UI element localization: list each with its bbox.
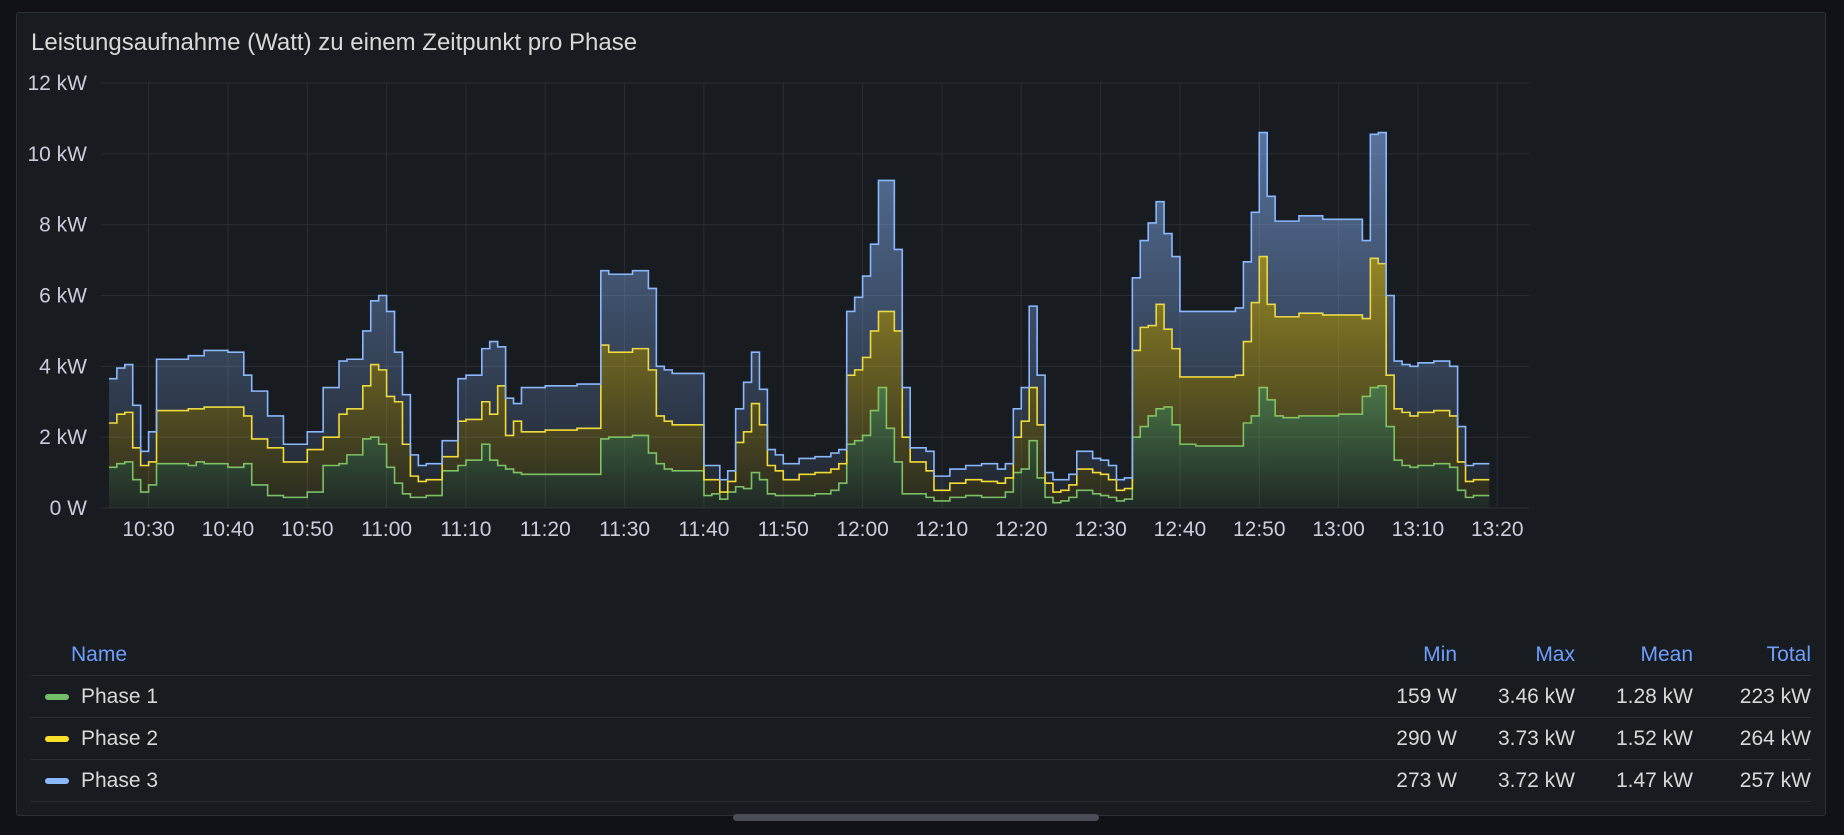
y-tick-label: 2 kW bbox=[39, 426, 87, 449]
series-color-swatch bbox=[45, 777, 69, 784]
y-tick-label: 4 kW bbox=[39, 355, 87, 378]
legend-row[interactable]: Phase 2 290 W 3.73 kW 1.52 kW 264 kW bbox=[31, 717, 1811, 759]
legend-label: Phase 1 bbox=[81, 684, 159, 708]
y-tick-label: 8 kW bbox=[39, 214, 87, 237]
legend-min-value: 159 W bbox=[1396, 684, 1457, 708]
x-tick-label: 11:30 bbox=[599, 518, 650, 541]
y-tick-label: 10 kW bbox=[27, 143, 87, 166]
stacked-area-chart[interactable]: 0 W 2 kW 4 kW 6 kW 8 kW 10 kW 12 kW 10:30 10:40 1… bbox=[17, 13, 1827, 633]
series-area-phase-3 bbox=[108, 132, 1490, 493]
legend-header-mean[interactable]: Mean bbox=[1640, 643, 1693, 666]
legend-max-value: 3.46 kW bbox=[1497, 684, 1575, 708]
series-area-phase-1 bbox=[108, 385, 1490, 508]
x-tick-label: 12:30 bbox=[1074, 518, 1127, 541]
legend-series-name: Phase 3 bbox=[31, 769, 1347, 793]
series-color-swatch bbox=[45, 735, 69, 742]
legend-series-name: Phase 2 bbox=[31, 727, 1347, 751]
x-tick-label: 13:10 bbox=[1392, 518, 1445, 541]
timeseries-panel: Leistungsaufnahme (Watt) zu einem Zeitpu… bbox=[16, 12, 1827, 821]
x-tick-label: 12:40 bbox=[1154, 518, 1207, 541]
legend-total-value: 264 kW bbox=[1739, 726, 1811, 750]
legend-max-value: 3.73 kW bbox=[1497, 726, 1575, 750]
legend-min-value: 290 W bbox=[1396, 726, 1457, 750]
legend-table: Name Min Max Mean Total Phase 1 159 W 3.46… bbox=[31, 641, 1811, 802]
x-tick-label: 12:10 bbox=[916, 518, 969, 541]
x-tick-label: 12:50 bbox=[1233, 518, 1286, 541]
x-tick-label: 13:20 bbox=[1471, 518, 1524, 541]
series-line-phase-3 bbox=[108, 131, 1490, 481]
panel-title[interactable]: Leistungsaufnahme (Watt) zu einem Zeitpu… bbox=[31, 29, 638, 56]
legend-total-value: 257 kW bbox=[1739, 768, 1811, 792]
x-tick-label: 11:10 bbox=[440, 518, 491, 541]
x-tick-label: 12:20 bbox=[995, 518, 1048, 541]
legend-row[interactable]: Phase 1 159 W 3.46 kW 1.28 kW 223 kW bbox=[31, 675, 1811, 717]
horizontal-scrollbar[interactable] bbox=[733, 814, 1099, 821]
legend-mean-value: 1.52 kW bbox=[1615, 726, 1693, 750]
legend-header-total[interactable]: Total bbox=[1766, 643, 1811, 666]
legend-mean-value: 1.28 kW bbox=[1615, 684, 1693, 708]
series-color-swatch bbox=[45, 693, 69, 700]
x-tick-label: 13:00 bbox=[1312, 518, 1365, 541]
x-tick-label: 11:00 bbox=[361, 518, 412, 541]
x-tick-label: 11:40 bbox=[678, 518, 729, 541]
legend-mean-value: 1.47 kW bbox=[1615, 768, 1693, 792]
legend-label: Phase 3 bbox=[81, 768, 159, 792]
legend-header: Name Min Max Mean Total bbox=[31, 641, 1811, 669]
legend-row[interactable]: Phase 3 273 W 3.72 kW 1.47 kW 257 kW bbox=[31, 759, 1811, 802]
series-area-phase-2 bbox=[108, 256, 1490, 503]
x-tick-label: 11:50 bbox=[758, 518, 809, 541]
x-tick-label: 11:20 bbox=[520, 518, 571, 541]
legend-min-value: 273 W bbox=[1396, 768, 1457, 792]
legend-label: Phase 2 bbox=[81, 726, 159, 750]
x-tick-label: 10:40 bbox=[202, 518, 255, 541]
y-tick-label: 6 kW bbox=[39, 285, 87, 308]
x-tick-label: 10:30 bbox=[122, 518, 175, 541]
y-tick-label: 12 kW bbox=[27, 72, 87, 95]
legend-max-value: 3.72 kW bbox=[1497, 768, 1575, 792]
x-tick-label: 10:50 bbox=[281, 518, 334, 541]
legend-header-max[interactable]: Max bbox=[1535, 643, 1575, 666]
y-tick-label: 0 W bbox=[50, 497, 88, 520]
legend-total-value: 223 kW bbox=[1739, 684, 1811, 708]
legend-series-name: Phase 1 bbox=[31, 685, 1347, 709]
legend-header-min[interactable]: Min bbox=[1423, 643, 1457, 666]
legend-header-name[interactable]: Name bbox=[71, 643, 128, 666]
x-tick-label: 12:00 bbox=[836, 518, 889, 541]
